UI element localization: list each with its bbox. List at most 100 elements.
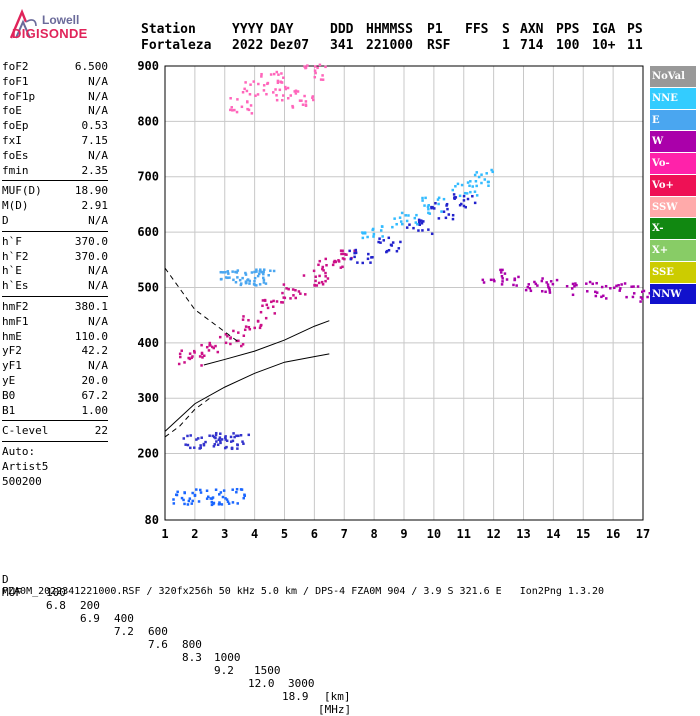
y-tick-label: 80 [145, 513, 159, 527]
echo-point [262, 84, 266, 87]
header-pps-label: PPS [556, 22, 580, 37]
echo-point [548, 288, 551, 292]
echo-point [218, 335, 222, 339]
header-axn-value: 714 [520, 38, 544, 53]
echo-point [253, 326, 256, 330]
divider [2, 180, 108, 182]
echo-point [216, 443, 220, 447]
echo-point [367, 252, 370, 256]
echo-point [536, 284, 539, 287]
echo-point [243, 328, 247, 332]
echo-point [595, 281, 598, 285]
echo-point [232, 329, 235, 333]
d-label: D [2, 573, 9, 586]
echo-point [341, 265, 344, 269]
echo-point [427, 204, 430, 207]
header-ps-value: 11 [627, 38, 643, 53]
d-value: 3000 [288, 677, 315, 690]
echo-point [260, 323, 263, 327]
echo-point [255, 284, 258, 287]
echo-point [413, 216, 417, 220]
echo-point [641, 290, 644, 294]
echo-point [463, 191, 467, 195]
echo-point [202, 442, 206, 446]
echo-point [366, 235, 369, 239]
echo-point [275, 300, 279, 303]
echo-point [431, 206, 434, 209]
echo-point [468, 184, 471, 188]
echo-point [267, 274, 270, 277]
echo-point [540, 289, 544, 293]
echo-point [602, 294, 605, 298]
d-value: 100 [46, 586, 66, 599]
echo-point [512, 283, 515, 287]
echo-point [447, 213, 451, 216]
param-name: hmF2 [2, 299, 29, 313]
echo-point [322, 269, 325, 272]
echo-point [244, 81, 247, 84]
echo-point [321, 283, 325, 286]
echo-point [236, 269, 240, 272]
echo-point [209, 344, 212, 347]
echo-point [318, 274, 321, 278]
param-name: D [2, 213, 9, 227]
echo-point [321, 265, 325, 269]
echo-point [385, 250, 388, 254]
echo-point [356, 261, 359, 264]
echo-point [236, 443, 239, 446]
echo-point [200, 343, 203, 347]
echo-point [353, 255, 356, 259]
echo-point [378, 237, 381, 240]
echo-point [391, 241, 395, 244]
echo-point [417, 218, 421, 222]
echo-point [199, 446, 202, 450]
echo-point [548, 286, 551, 290]
echo-point [343, 257, 346, 261]
echo-point [609, 287, 612, 290]
echo-point [549, 280, 553, 283]
echo-point [190, 356, 193, 359]
param-value: 370.0 [74, 249, 108, 263]
echo-point [600, 295, 603, 299]
echo-point [261, 304, 264, 308]
param-name: B1 [2, 403, 16, 417]
echo-point [546, 283, 550, 286]
echo-point [269, 73, 273, 76]
echo-point [618, 289, 621, 292]
echo-point [249, 104, 253, 107]
echo-point [239, 283, 243, 287]
legend-item-x-minus: X- [650, 218, 696, 240]
param-value: N/A [88, 264, 108, 278]
echo-point [233, 435, 236, 439]
echo-point [389, 243, 393, 247]
echo-point [265, 303, 269, 307]
echo-point [219, 278, 223, 281]
echo-point [473, 201, 477, 205]
echo-point [483, 178, 487, 181]
echo-point [391, 225, 394, 229]
d-unit: [km] [324, 690, 351, 703]
echo-point [565, 284, 569, 288]
echo-point [250, 112, 254, 115]
echo-point [271, 305, 275, 308]
param-name: h`F2 [2, 249, 29, 263]
echo-point [631, 295, 635, 299]
echo-point [436, 198, 440, 201]
echo-point [275, 70, 279, 74]
echo-point [369, 261, 372, 264]
echo-point [387, 236, 391, 240]
echo-point [258, 283, 262, 286]
echo-point [177, 362, 181, 366]
param-name: hmF1 [2, 314, 29, 328]
echo-point [381, 225, 384, 228]
echo-point [462, 194, 466, 198]
echo-point [605, 297, 608, 300]
echo-point [224, 497, 227, 500]
echo-point [264, 282, 268, 285]
echo-point [379, 229, 383, 232]
echo-point [229, 336, 232, 339]
echo-point [219, 432, 222, 435]
echo-point [437, 217, 441, 220]
echo-point [205, 345, 209, 349]
param-name: foE [2, 104, 22, 118]
